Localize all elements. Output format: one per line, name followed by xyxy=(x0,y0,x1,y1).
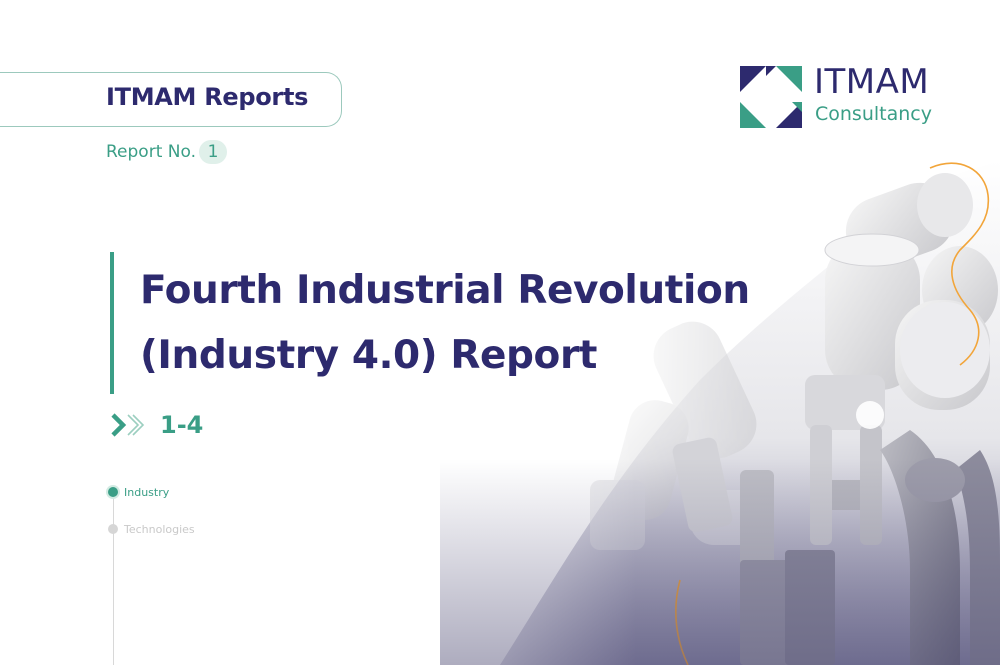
timeline-item-technologies[interactable]: Technologies xyxy=(108,521,195,537)
industrial-robot-arms-image xyxy=(440,150,1000,665)
report-number-badge: 1 xyxy=(198,140,227,164)
series-banner xyxy=(0,72,342,127)
timeline-label: Technologies xyxy=(124,522,195,536)
timeline-line xyxy=(113,492,114,665)
double-chevron-right-icon xyxy=(111,413,145,437)
itmam-logo: ITMAM Consultancy xyxy=(740,62,940,128)
timeline-item-industry[interactable]: Industry xyxy=(108,484,169,500)
report-number-label: Report No. 1 xyxy=(106,139,227,165)
report-title-line-1: Fourth Industrial Revolution xyxy=(140,268,750,313)
timeline-dot-active-icon xyxy=(108,487,118,497)
logo-name: ITMAM xyxy=(814,62,930,102)
title-accent-bar xyxy=(110,252,114,394)
report-title-line-2: (Industry 4.0) Report xyxy=(140,333,598,378)
timeline-label: Industry xyxy=(124,485,170,499)
timeline-dot-inactive-icon xyxy=(108,524,118,534)
report-range: 1-4 xyxy=(110,410,203,440)
range-text: 1-4 xyxy=(160,411,204,439)
report-label: Report No. xyxy=(106,142,196,162)
itmam-logo-mark-icon xyxy=(740,66,802,128)
series-title: ITMAM Reports xyxy=(106,83,309,111)
logo-subtitle: Consultancy xyxy=(815,103,932,125)
